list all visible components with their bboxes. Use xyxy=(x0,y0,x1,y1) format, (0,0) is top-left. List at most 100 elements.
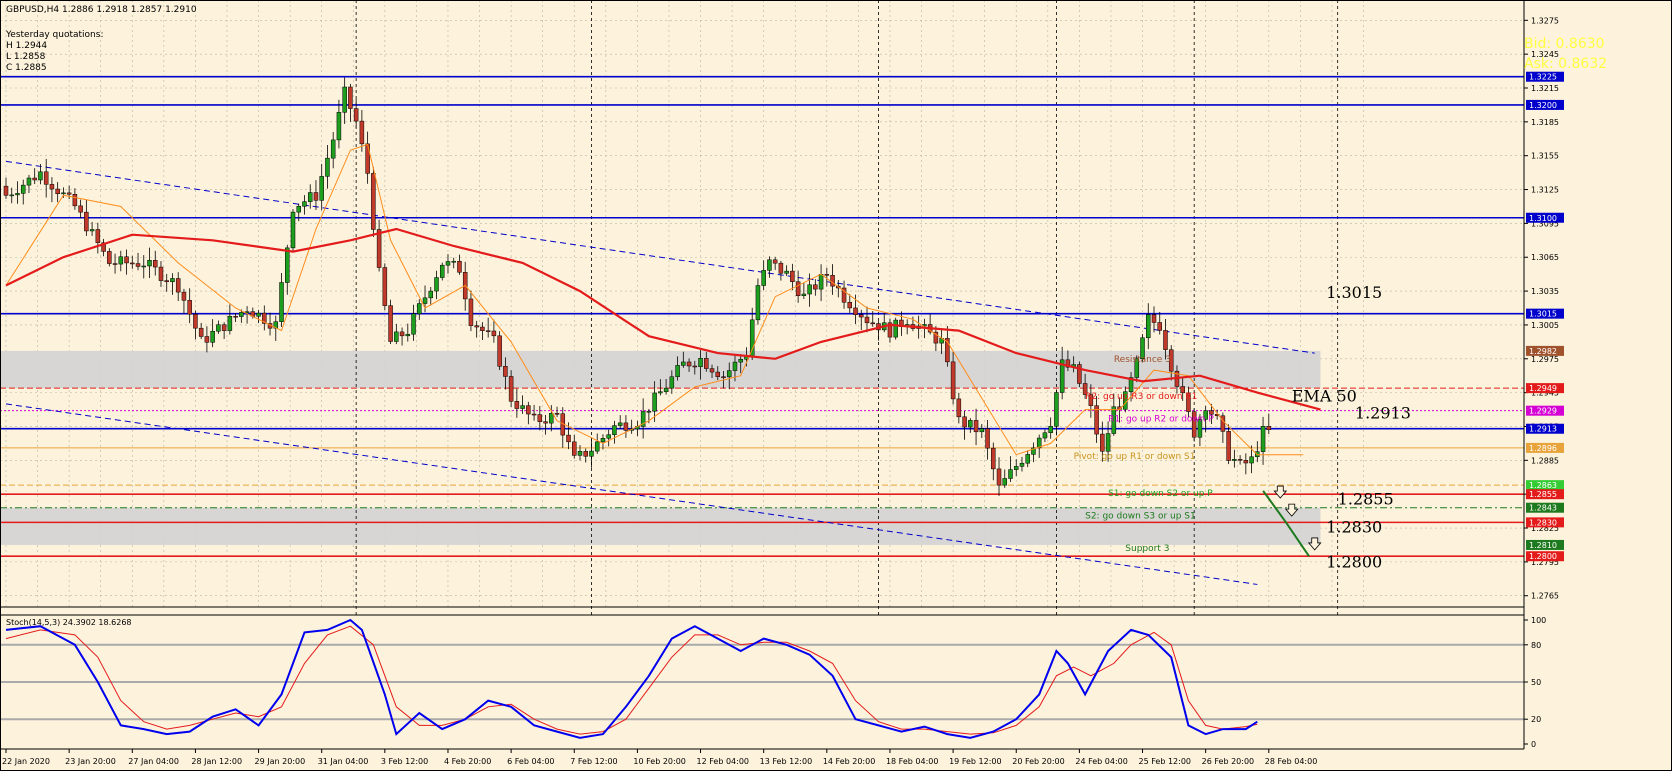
candle-body xyxy=(61,192,66,195)
candle-body xyxy=(210,330,215,343)
y-tick-label: 1.3185 xyxy=(1531,118,1559,127)
x-tick-label: 19 Feb 12:00 xyxy=(949,757,1001,766)
price-tag-label: 1.2800 xyxy=(1529,552,1557,561)
fast-ma-line xyxy=(5,143,1304,456)
price-tag xyxy=(1526,539,1564,550)
y-tick-label: 1.3125 xyxy=(1531,186,1559,195)
candle-body xyxy=(1088,394,1094,406)
time-axis: 22 Jan 2020 23 Jan 20:00 27 Jan 04:00 28 Ja… xyxy=(0,748,1672,771)
price-tag xyxy=(1526,345,1564,356)
candle-body xyxy=(1111,406,1117,434)
candle-body xyxy=(457,260,462,273)
candle-body xyxy=(594,441,600,452)
candle-body xyxy=(1151,314,1157,323)
down-arrow-icon xyxy=(1284,503,1299,517)
x-tick-label: 7 Feb 12:00 xyxy=(570,757,617,766)
candle-body xyxy=(130,262,135,265)
candle-body xyxy=(830,275,835,287)
y-tick-label: 1.3005 xyxy=(1531,321,1559,330)
candle-body xyxy=(646,410,652,413)
candle-body xyxy=(20,184,26,194)
candle-body xyxy=(382,267,388,306)
ema50-line xyxy=(5,227,1321,411)
chart-header: GBPUSD,H4 1.2886 1.2918 1.2857 1.2910 Ye… xyxy=(5,5,1607,73)
candle-body xyxy=(1157,322,1162,331)
candle-body xyxy=(945,338,950,363)
price-tag-label: 1.2896 xyxy=(1529,444,1557,453)
price-tag xyxy=(1526,71,1564,82)
candle-body xyxy=(813,284,818,290)
candle-body xyxy=(652,392,657,412)
candle-body xyxy=(49,184,55,190)
x-tick-label: 28 Feb 04:00 xyxy=(1265,757,1317,766)
stoch-y-tick-label: 50 xyxy=(1531,678,1541,687)
candle-body xyxy=(307,192,313,202)
candle-body xyxy=(715,371,721,377)
candle-body xyxy=(1134,358,1140,378)
candle-body xyxy=(198,327,204,337)
price-tag xyxy=(1526,489,1564,500)
candle-body xyxy=(388,305,393,342)
candle-body xyxy=(1094,405,1099,435)
candle-body xyxy=(1237,459,1243,461)
x-tick-label: 12 Feb 04:00 xyxy=(697,757,749,766)
candle-body xyxy=(411,313,416,335)
pivot-label: R1: go up R2 or down P xyxy=(1108,415,1214,425)
y-tick-label: 1.3245 xyxy=(1531,50,1559,59)
candle-body xyxy=(589,450,594,457)
candle-body xyxy=(233,315,238,318)
forecast-path xyxy=(1262,485,1322,557)
x-tick-label: 26 Feb 20:00 xyxy=(1202,757,1254,766)
candle-body xyxy=(32,177,37,181)
stoch-y-tick-label: 100 xyxy=(1531,616,1546,625)
candle-body xyxy=(170,278,175,283)
candle-body xyxy=(577,451,583,456)
candle-body xyxy=(681,361,686,366)
candle-body xyxy=(1077,364,1082,384)
price-tag xyxy=(1526,480,1564,491)
price-tag-label: 1.2929 xyxy=(1529,407,1557,416)
candle-body xyxy=(84,211,89,232)
candle-body xyxy=(342,86,347,113)
candle-body xyxy=(227,315,233,331)
candle-body xyxy=(767,259,772,271)
candle-body xyxy=(89,229,95,232)
candle-body xyxy=(531,413,537,416)
candle-body xyxy=(285,247,290,283)
candle-body xyxy=(313,192,319,201)
sr-zone xyxy=(0,507,1321,545)
level-big-label: 1.2830 xyxy=(1326,518,1382,537)
candle-body xyxy=(359,120,365,145)
candle-body xyxy=(1266,426,1272,430)
candle-body xyxy=(1197,419,1203,438)
candle-body xyxy=(1180,386,1185,394)
stochastic-subwindow: Stoch(14,5,3) 24.3902 18.6268 xyxy=(0,615,1524,749)
candle-body xyxy=(1019,462,1025,467)
candle-body xyxy=(526,405,531,415)
moving-averages xyxy=(5,143,1321,456)
price-tag xyxy=(1526,383,1564,394)
price-tag-label: 1.3015 xyxy=(1529,310,1557,319)
candle-body xyxy=(1059,359,1065,393)
price-tag-label: 1.2855 xyxy=(1529,490,1557,499)
candle-body xyxy=(726,370,732,378)
candle-body xyxy=(262,312,267,324)
candle-body xyxy=(365,143,370,174)
trend-channel[interactable] xyxy=(5,160,1315,585)
price-tag-label: 1.2863 xyxy=(1529,481,1557,490)
candle-body xyxy=(330,139,336,159)
candle-body xyxy=(1146,314,1151,339)
channel-line[interactable] xyxy=(5,403,1258,585)
candle-body xyxy=(445,261,451,266)
level-big-label: 1.3015 xyxy=(1326,283,1382,302)
candle-body xyxy=(1065,359,1071,368)
down-arrow-icon xyxy=(1307,537,1322,551)
price-tag-label: 1.3100 xyxy=(1529,214,1557,223)
candle-body xyxy=(663,387,669,392)
candle-body xyxy=(818,274,824,290)
candle-body xyxy=(428,290,434,299)
channel-line[interactable] xyxy=(5,160,1315,354)
price-tag-label: 1.2949 xyxy=(1529,384,1557,393)
bid-quote: Bid: 0.8630 xyxy=(1524,36,1605,52)
